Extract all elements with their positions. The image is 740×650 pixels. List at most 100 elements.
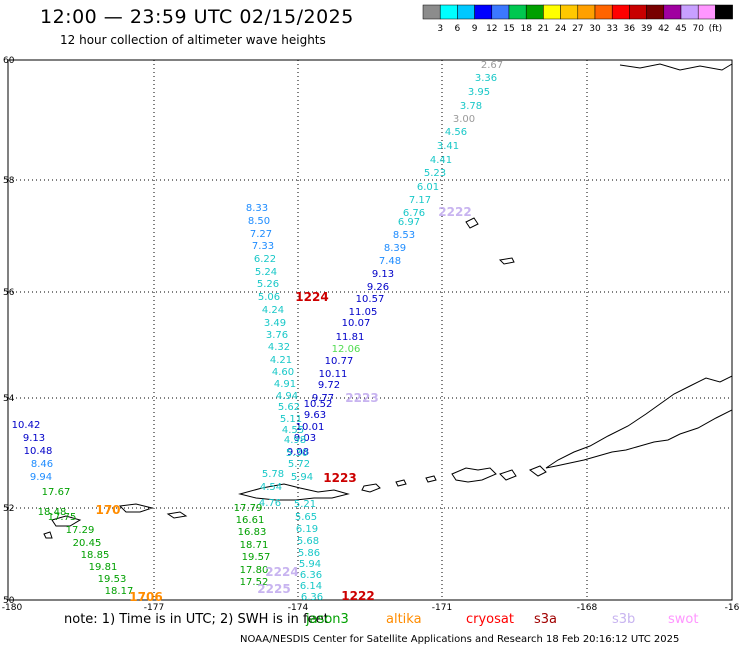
- pass-id-label: 2225: [257, 582, 290, 596]
- wave-height-label: 4.91: [274, 379, 296, 390]
- wave-height-label: 4.55: [282, 425, 304, 436]
- wave-height-label: 3.76: [266, 330, 288, 341]
- lat-label: 50: [3, 596, 15, 606]
- legend-label: 21: [538, 24, 549, 34]
- wave-height-label: 4.94: [276, 391, 298, 402]
- satellite-s3a-label: s3a: [534, 612, 558, 627]
- wave-height-label: 10.77: [325, 356, 354, 367]
- wave-height-label: 9.13: [372, 269, 394, 280]
- legend-label: 45: [675, 24, 686, 34]
- wave-height-label: 5.30: [286, 448, 308, 459]
- wave-height-label: 3.41: [437, 141, 459, 152]
- legend-label: 12: [486, 24, 497, 34]
- wave-height-map[interactable]: 2.67 3.36 3.95 3.78 3.00 4.56 3.41 4.41 5.23 6.01…: [0, 0, 740, 612]
- wave-height-label: 9.13: [23, 433, 45, 444]
- wave-height-label: 8.46: [31, 459, 53, 470]
- wave-height-label: 6.01: [417, 182, 439, 193]
- wave-height-label: 17.75: [48, 512, 77, 523]
- wave-height-label: 5.65: [295, 512, 317, 523]
- wave-height-label: 4.32: [268, 342, 290, 353]
- legend-label: 70: [692, 24, 704, 34]
- page-subtitle: 12 hour collection of altimeter wave hei…: [60, 33, 326, 47]
- satellite-s3b-label: s3b: [612, 612, 636, 627]
- wave-height-label: 11.05: [349, 307, 378, 318]
- lon-label: -177: [144, 603, 164, 612]
- wave-height-label: 9.08: [287, 447, 309, 458]
- wave-height-label: 6.97: [398, 217, 420, 228]
- wave-height-label: 16.83: [238, 527, 267, 538]
- wave-height-label: 3.00: [453, 114, 475, 125]
- color-legend: 3 6 9 12 15 18 21 24 27 30 33 36 39 42 45 70 (ft): [422, 4, 733, 34]
- wave-height-label: 5.26: [257, 279, 279, 290]
- lon-label: -180: [2, 603, 23, 612]
- wave-height-label: 6.36: [301, 592, 323, 603]
- wave-height-label: 7.27: [250, 229, 272, 240]
- pass-id-label: 170: [95, 503, 120, 517]
- pass-id-label: 1706: [129, 590, 162, 604]
- wave-height-label: 6.14: [300, 581, 322, 592]
- coast-akutan: [499, 469, 517, 481]
- wave-height-label: 5.68: [297, 536, 319, 547]
- wave-height-label: 5.21: [294, 499, 316, 510]
- wave-height-label: 10.42: [12, 420, 41, 431]
- wave-height-label: 8.39: [384, 243, 406, 254]
- satellite-jason3-label: jason3: [306, 612, 349, 627]
- legend-label: 42: [658, 24, 669, 34]
- wave-height-label: 3.95: [468, 87, 490, 98]
- wave-height-label: 9.63: [304, 410, 326, 421]
- legend-label: 3: [437, 24, 443, 34]
- wave-height-label: 9.03: [294, 433, 316, 444]
- coast-alaska-peninsula: [545, 375, 733, 469]
- wave-height-label: 3.36: [475, 73, 497, 84]
- wave-height-label: 5.72: [288, 459, 310, 470]
- wave-height-label: 4.60: [272, 367, 294, 378]
- pass-id-label: 1224: [295, 290, 328, 304]
- legend-label: 30: [589, 24, 601, 34]
- wave-height-label: 9.72: [318, 380, 340, 391]
- legend-label: (ft): [709, 24, 723, 34]
- coast-bristol-bay: [619, 63, 733, 71]
- wave-height-label: 10.11: [319, 369, 348, 380]
- wave-height-label: 3.49: [264, 318, 286, 329]
- satellite-cryosat-label: cryosat: [466, 612, 514, 627]
- lon-label: -168: [577, 603, 598, 612]
- footer-credit: NOAA/NESDIS Center for Satellite Applica…: [240, 634, 680, 645]
- legend-label: 27: [572, 24, 583, 34]
- footer-note: note: 1) Time is in UTC; 2) SWH is in fe…: [64, 612, 329, 627]
- wave-height-label: 7.33: [252, 241, 274, 252]
- wave-height-label: 9.77: [312, 393, 334, 404]
- lon-label: -174: [288, 603, 309, 612]
- wave-height-label: 4.56: [445, 127, 467, 138]
- legend-label: 36: [624, 24, 636, 34]
- wave-height-label: 17.79: [234, 503, 263, 514]
- legend-label: 6: [455, 24, 461, 34]
- wave-height-label: 20.45: [73, 538, 102, 549]
- wave-height-label: 10.01: [296, 422, 325, 433]
- wave-height-label: 19.53: [98, 574, 127, 585]
- coast-rat-islands: [118, 503, 188, 519]
- wave-height-label: 2.67: [481, 60, 503, 71]
- satellite-altika-label: altika: [386, 612, 422, 627]
- wave-height-label: 19.57: [242, 552, 271, 563]
- wave-height-label: 10.48: [24, 446, 53, 457]
- pass-id-label: 2222: [438, 205, 471, 219]
- pass-id-label: 1222: [341, 589, 374, 603]
- lon-label: -171: [432, 603, 452, 612]
- pass-id-label: 2223: [345, 391, 378, 405]
- wave-height-label: 10.07: [342, 318, 371, 329]
- wave-height-label: 17.52: [240, 577, 269, 588]
- pass-id-label: 1223: [323, 471, 356, 485]
- wave-height-label: 8.53: [393, 230, 415, 241]
- wave-height-values: 2.67 3.36 3.95 3.78 3.00 4.56 3.41 4.41 5.23 6.01…: [12, 60, 503, 603]
- coast-islands-four: [361, 483, 381, 493]
- wave-height-label: 12.06: [332, 344, 361, 355]
- coastline: [43, 63, 733, 539]
- legend-label: 15: [503, 24, 514, 34]
- lat-label: 60: [3, 56, 15, 66]
- wave-height-label: 5.94: [299, 559, 321, 570]
- lon-label: -16: [725, 603, 740, 612]
- wave-height-label: 18.85: [81, 550, 110, 561]
- wave-height-label: 5.23: [424, 168, 446, 179]
- coast-unimak: [528, 465, 547, 477]
- pass-id-label: 2224: [265, 565, 298, 579]
